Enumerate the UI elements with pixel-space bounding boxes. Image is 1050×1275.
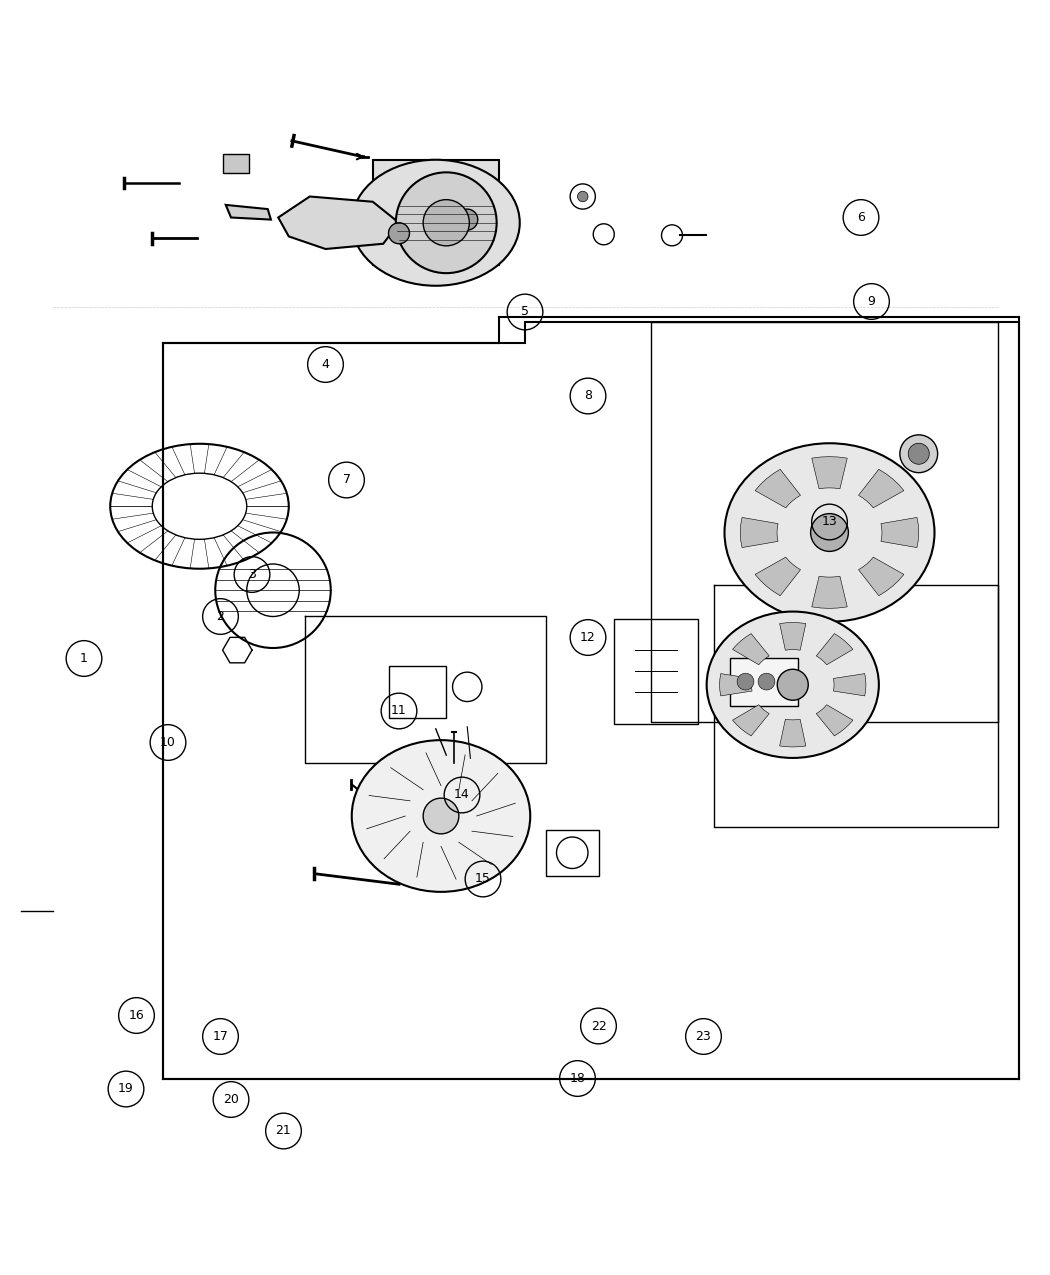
Text: 12: 12 <box>580 631 596 644</box>
Ellipse shape <box>724 444 934 622</box>
Circle shape <box>758 673 775 690</box>
Text: 23: 23 <box>695 1030 712 1043</box>
Polygon shape <box>859 557 904 595</box>
Bar <box>546 830 598 876</box>
Text: 22: 22 <box>590 1020 607 1033</box>
Text: 20: 20 <box>223 1093 239 1105</box>
Text: 11: 11 <box>391 705 407 718</box>
Circle shape <box>900 435 938 473</box>
Text: 15: 15 <box>475 872 491 886</box>
Polygon shape <box>834 673 866 696</box>
Circle shape <box>908 444 929 464</box>
Bar <box>373 159 499 265</box>
Circle shape <box>578 191 588 201</box>
Text: 6: 6 <box>857 210 865 224</box>
Polygon shape <box>755 557 800 595</box>
Text: 8: 8 <box>584 389 592 403</box>
Circle shape <box>396 172 497 273</box>
Text: 19: 19 <box>118 1082 134 1095</box>
Text: 5: 5 <box>521 306 529 319</box>
Text: 7: 7 <box>342 473 351 487</box>
Text: 13: 13 <box>821 515 838 529</box>
Ellipse shape <box>707 612 879 757</box>
Bar <box>223 154 249 173</box>
Polygon shape <box>733 634 770 664</box>
Circle shape <box>423 798 459 834</box>
Text: 1: 1 <box>80 652 88 666</box>
Polygon shape <box>881 518 919 547</box>
Circle shape <box>457 209 478 230</box>
Circle shape <box>423 200 469 246</box>
Circle shape <box>779 673 796 690</box>
Text: 2: 2 <box>216 609 225 623</box>
Polygon shape <box>719 673 752 696</box>
Text: 14: 14 <box>454 788 470 802</box>
Ellipse shape <box>352 159 520 286</box>
Text: 21: 21 <box>275 1125 292 1137</box>
Text: 16: 16 <box>128 1009 145 1023</box>
Polygon shape <box>780 622 805 650</box>
Polygon shape <box>226 205 271 219</box>
Polygon shape <box>278 196 399 249</box>
Polygon shape <box>816 634 853 664</box>
Circle shape <box>811 514 848 551</box>
Circle shape <box>777 669 808 700</box>
Ellipse shape <box>352 740 530 892</box>
Polygon shape <box>733 705 770 736</box>
Text: 17: 17 <box>212 1030 229 1043</box>
Text: 3: 3 <box>248 567 256 581</box>
Polygon shape <box>740 518 778 547</box>
Text: 18: 18 <box>569 1072 586 1085</box>
Polygon shape <box>812 456 847 488</box>
Circle shape <box>388 223 410 244</box>
Polygon shape <box>755 469 800 507</box>
Bar <box>614 618 698 724</box>
Bar <box>730 658 798 706</box>
Bar <box>388 666 446 718</box>
Text: 10: 10 <box>160 736 176 748</box>
Polygon shape <box>780 719 805 747</box>
Polygon shape <box>812 576 847 608</box>
Polygon shape <box>859 469 904 507</box>
Text: 9: 9 <box>867 295 876 309</box>
Circle shape <box>737 673 754 690</box>
Polygon shape <box>816 705 853 736</box>
Text: 4: 4 <box>321 358 330 371</box>
